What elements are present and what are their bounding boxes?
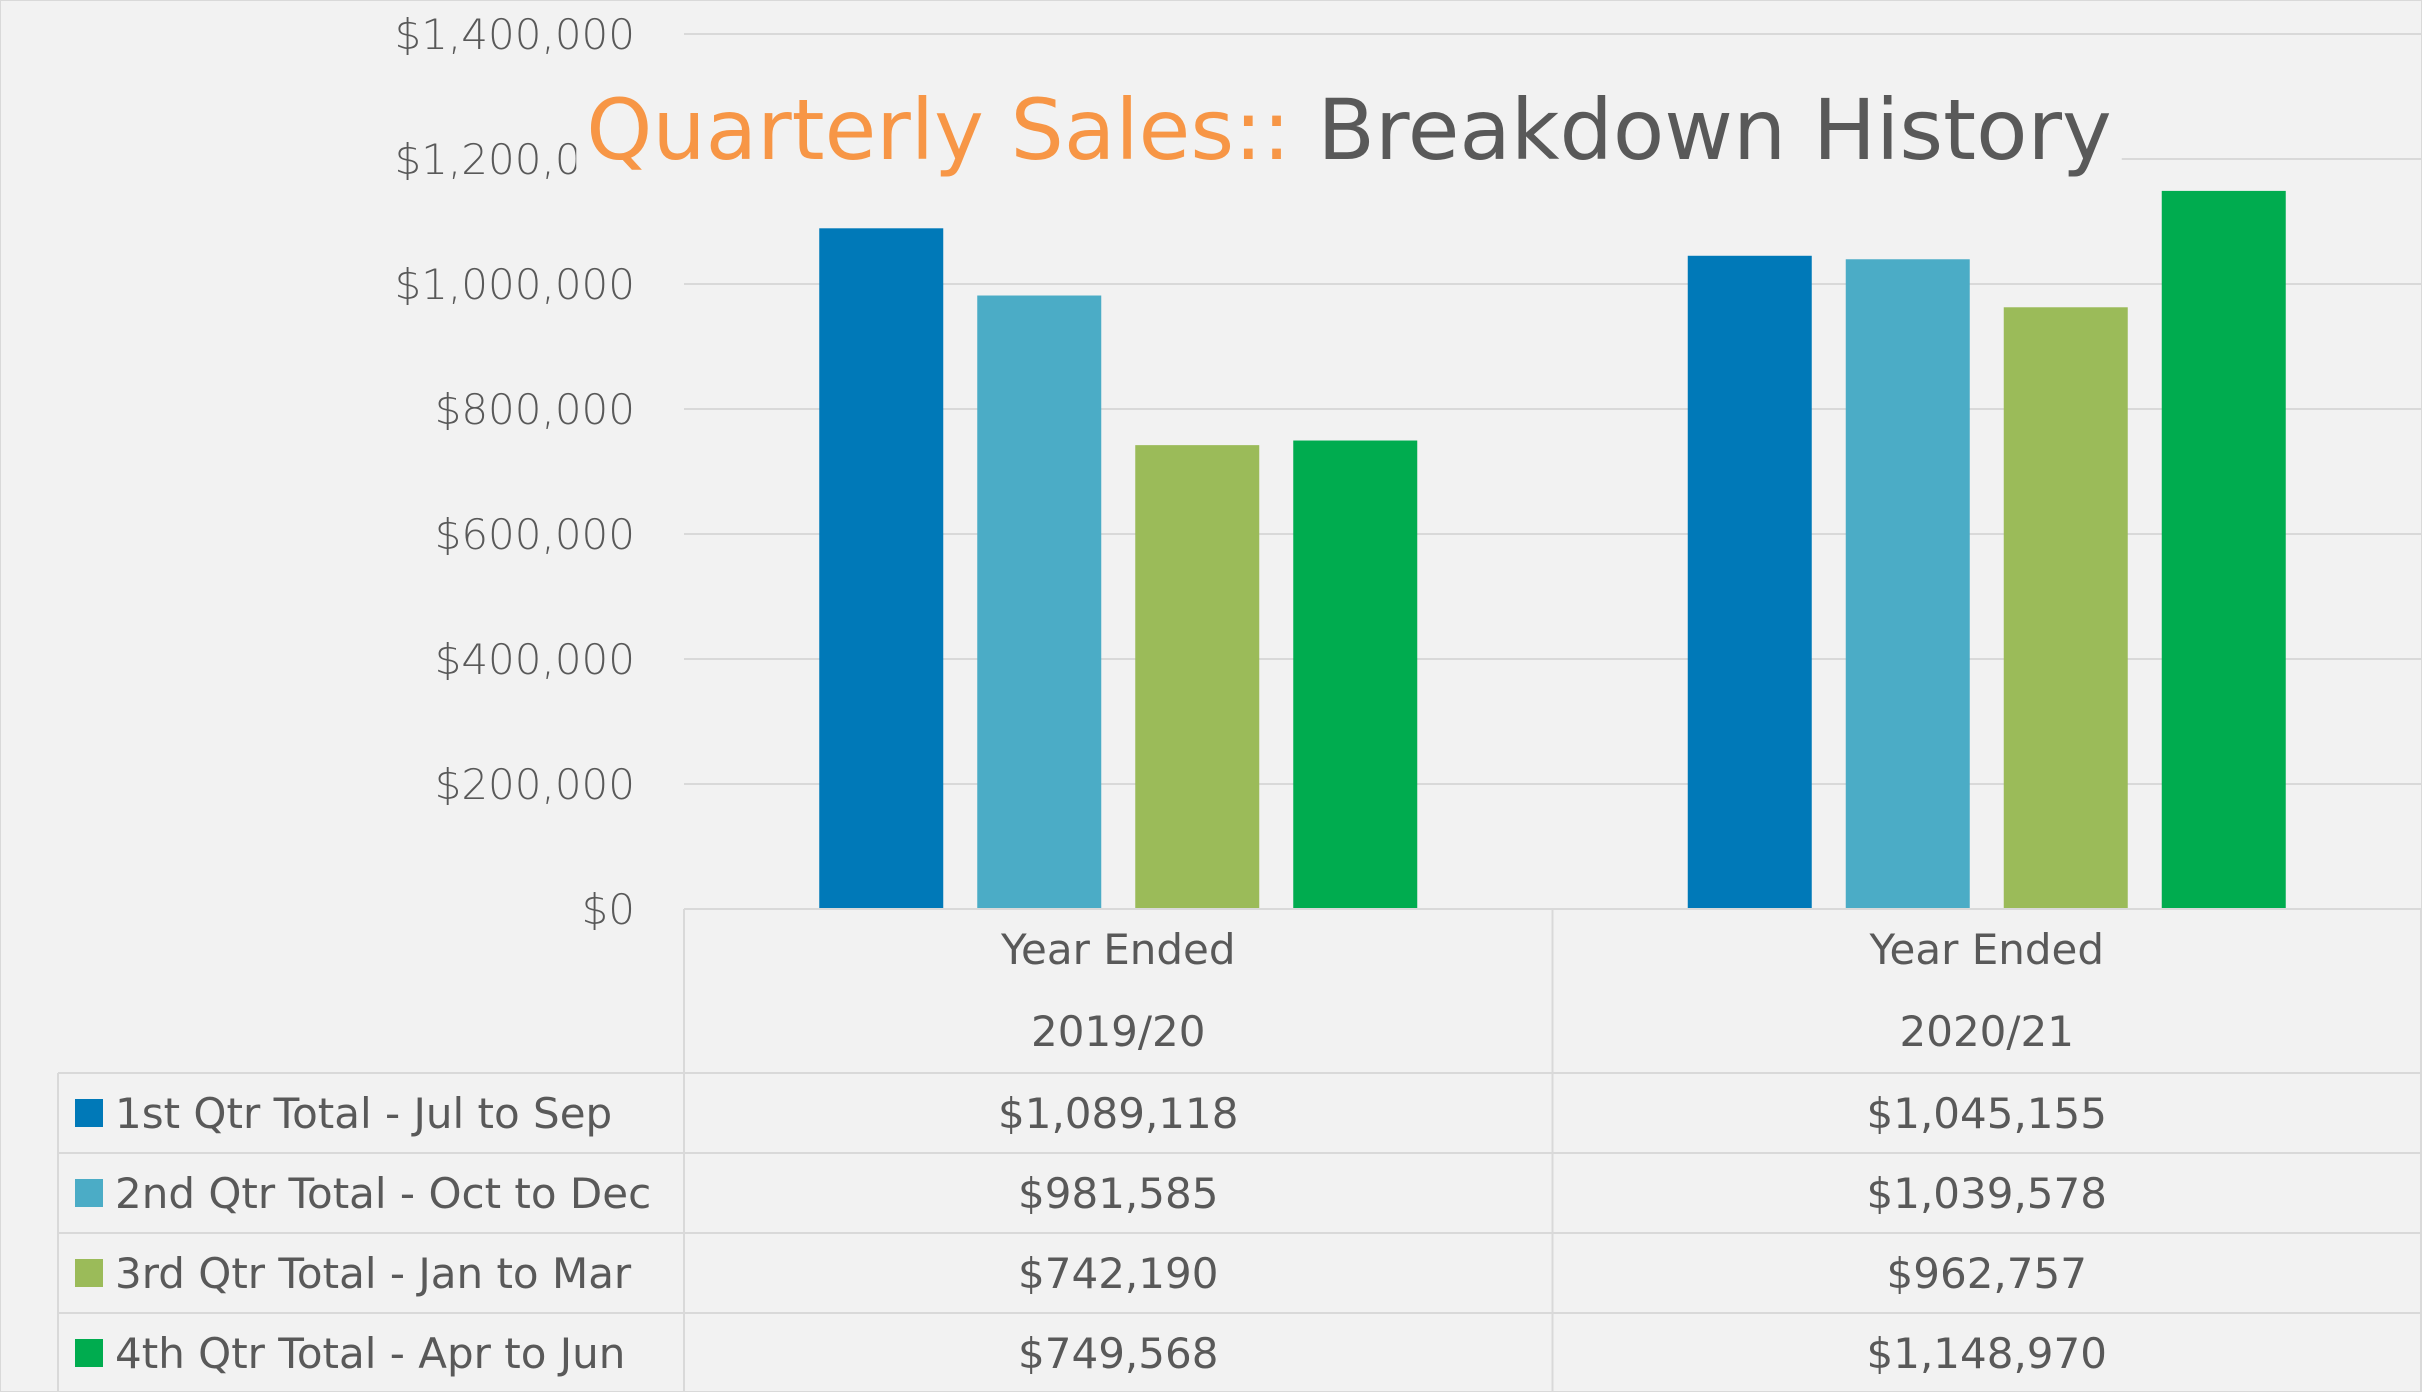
legend-label: 4th Qtr Total - Apr to Jun [115,1329,625,1378]
data-table-value: $1,089,118 [998,1089,1238,1138]
legend-key [75,1099,103,1127]
legend-label: 2nd Qtr Total - Oct to Dec [115,1169,651,1218]
y-tick-label: $800,000 [435,385,635,434]
chart-title-part: Breakdown History [1317,81,2111,179]
data-table-value: $981,585 [1018,1169,1218,1218]
data-table-value: $1,148,970 [1867,1329,2107,1378]
bar [819,228,944,909]
legend-key [75,1179,103,1207]
category-label-line1: Year Ended [1868,925,2104,974]
data-table-value: $1,045,155 [1867,1089,2107,1138]
data-table-value: $749,568 [1018,1329,1218,1378]
y-tick-label: $200,000 [435,760,635,809]
data-table-value: $962,757 [1887,1249,2087,1298]
category-label-line2: 2019/20 [1031,1007,1205,1056]
chart-title-group: Quarterly Sales:: Breakdown History [576,81,2122,179]
y-tick-label: $0 [582,885,635,934]
y-axis: $0 $200,000 $400,000 $600,000 $800,000 $1,000… [395,10,635,934]
data-table-value: $1,039,578 [1867,1169,2107,1218]
bar [1687,255,1812,909]
bars [819,190,2286,910]
bar [2161,190,2286,910]
category-label-line2: 2020/21 [1900,1007,2074,1056]
legend-label: 1st Qtr Total - Jul to Sep [115,1089,612,1138]
y-tick-label: $600,000 [435,510,635,559]
y-tick-label: $400,000 [435,635,635,684]
title-background [576,87,2122,179]
data-table-value: $742,190 [1018,1249,1218,1298]
chart-title: Quarterly Sales:: Breakdown History [586,81,2111,179]
bar [1293,440,1418,909]
legend-label: 3rd Qtr Total - Jan to Mar [115,1249,632,1298]
bar [2003,307,2128,910]
bar [1845,259,1970,909]
legend-key [75,1339,103,1367]
data-table: Year Ended 2019/20 Year Ended 2020/21 1st Qt… [57,908,2421,1391]
y-tick-label: $1,000,000 [395,260,635,309]
bar [1135,445,1260,909]
legend-key [75,1259,103,1287]
y-tick-label: $1,400,000 [395,10,635,59]
category-label-line1: Year Ended [1000,925,1236,974]
bar [977,295,1102,909]
chart-title-part: Quarterly Sales:: [586,81,1317,179]
